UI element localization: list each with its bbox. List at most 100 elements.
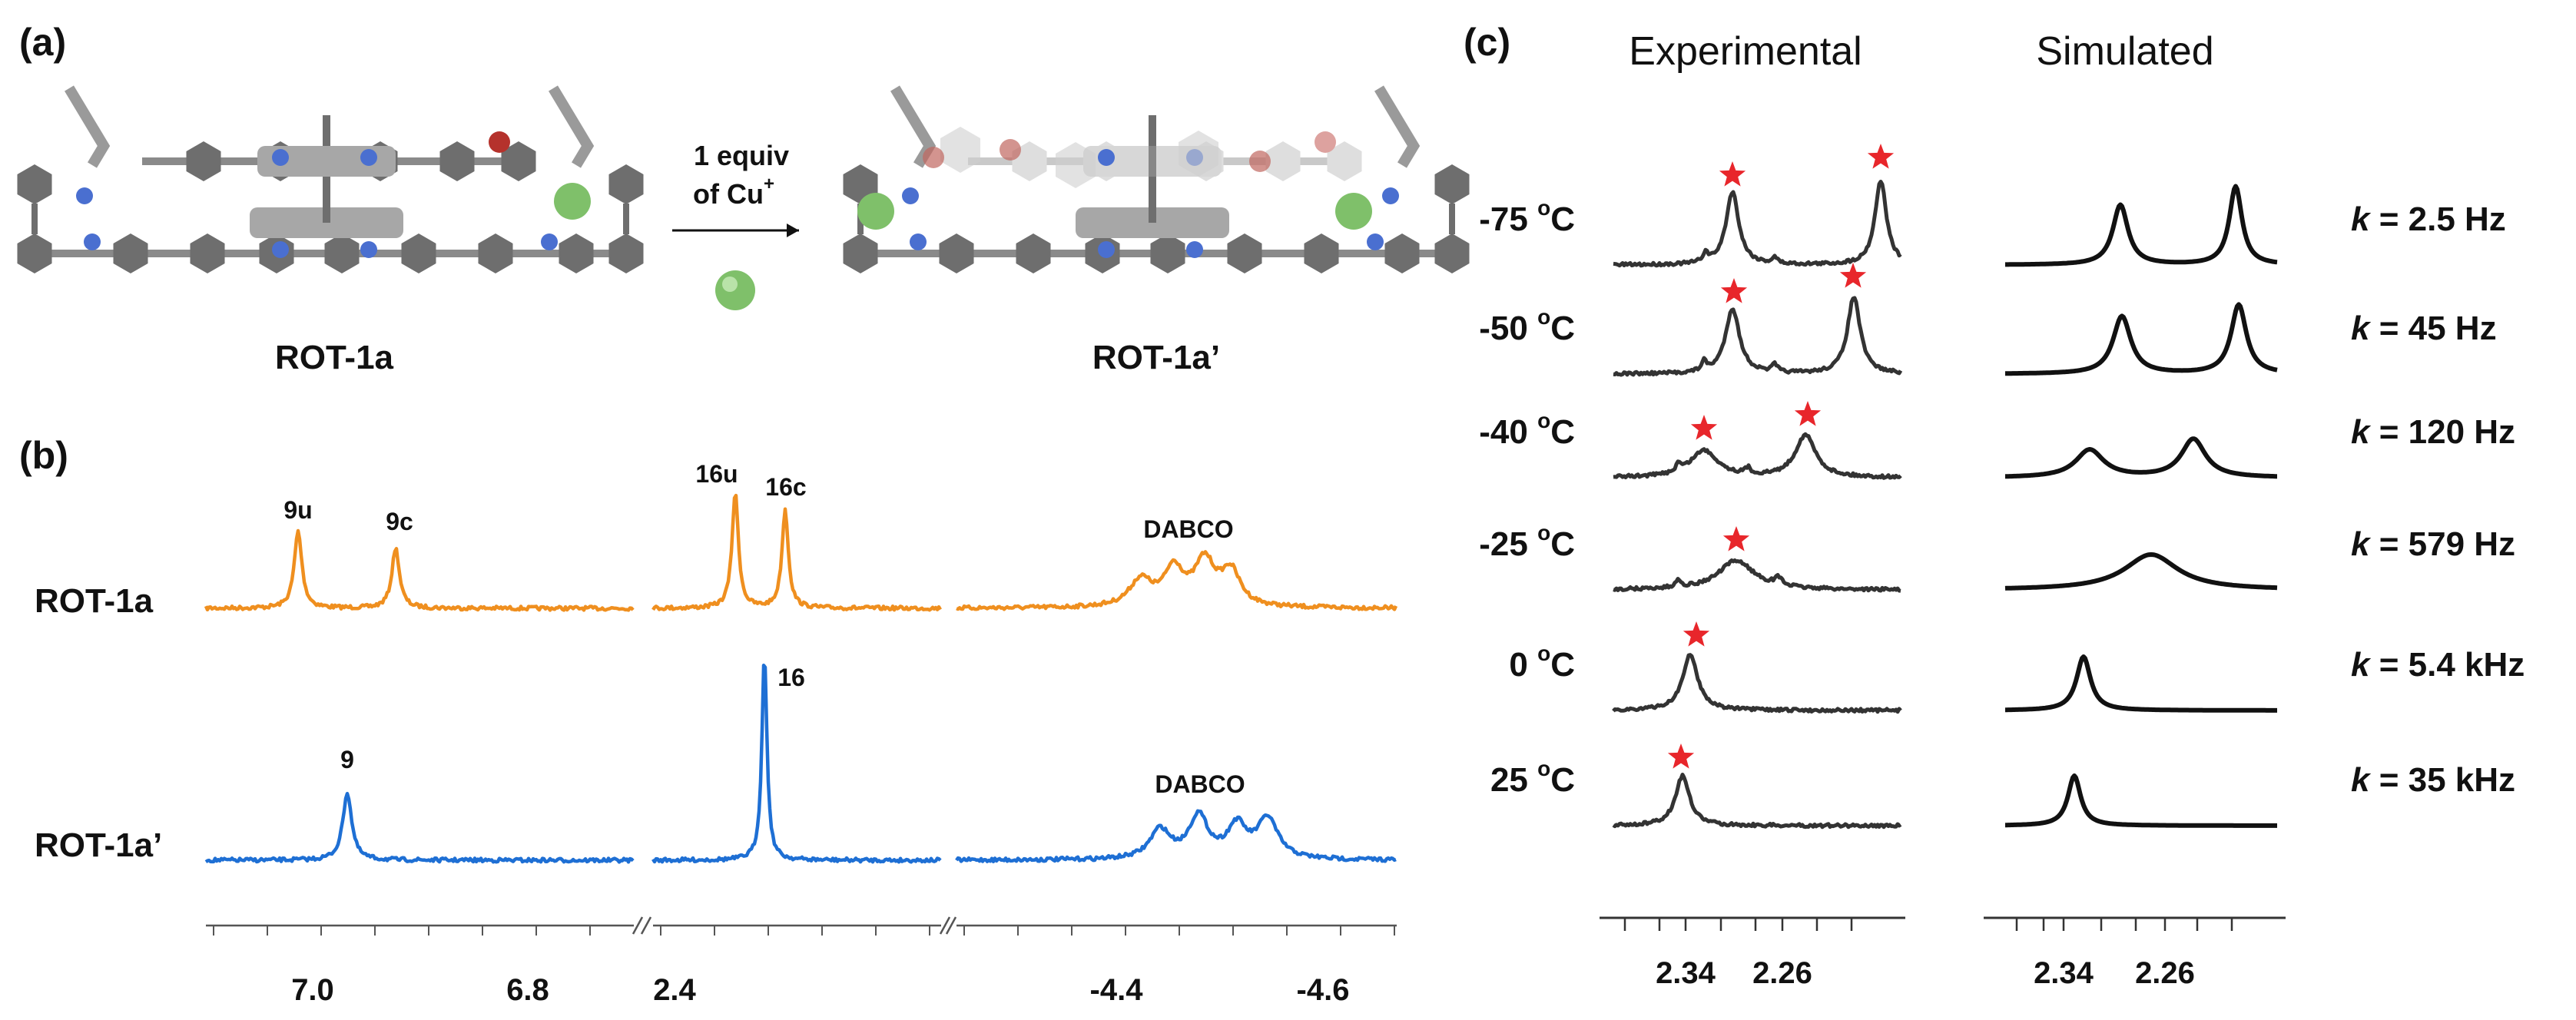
rotor bbox=[142, 131, 536, 181]
simulated-spectrum bbox=[2004, 552, 2278, 591]
temperature-value: 0 bbox=[1509, 646, 1537, 684]
peak-star-icon bbox=[1867, 144, 1895, 169]
peak-label-9: 9 bbox=[340, 746, 354, 773]
mesityl-arm bbox=[1374, 85, 1421, 168]
phenyl-ring bbox=[1434, 164, 1470, 204]
panel-a-label: (a) bbox=[19, 21, 66, 64]
peak-star-icon bbox=[1667, 743, 1695, 769]
temperature-value: -75 bbox=[1479, 200, 1537, 238]
axis-b-tick-6-8: 6.8 bbox=[506, 973, 549, 1007]
panel-c-label: (c) bbox=[1464, 21, 1510, 64]
peak-star-icon bbox=[1839, 263, 1867, 288]
peak-star-icon bbox=[1794, 401, 1822, 426]
temperature-value: -50 bbox=[1479, 310, 1537, 347]
nitrogen-atom bbox=[76, 187, 93, 204]
temperature-value: -40 bbox=[1479, 413, 1537, 451]
axis-break-mark bbox=[939, 916, 951, 935]
simulated-spectrum bbox=[2004, 184, 2278, 267]
axis-sim-tick-2-26: 2.26 bbox=[2135, 956, 2195, 990]
experimental-spectrum bbox=[1613, 432, 1902, 480]
experimental-spectrum bbox=[1613, 296, 1903, 377]
simulated-spectrum bbox=[2004, 773, 2278, 828]
rate-label: k = 579 Hz bbox=[2351, 525, 2515, 563]
phenyl-ring bbox=[113, 233, 148, 273]
row-2: -40 oC k = 120 Hz bbox=[1479, 409, 2515, 480]
row-1: -50 oC k = 45 Hz bbox=[1479, 296, 2497, 377]
simulated-title: Simulated bbox=[2036, 29, 2213, 74]
axis-break-mark bbox=[632, 916, 644, 935]
blurred-ring bbox=[1179, 131, 1218, 177]
temperature-degree: o bbox=[1537, 641, 1550, 665]
spectrum-rot-1a-segment-1 bbox=[204, 528, 635, 612]
simulated-spectrum bbox=[2004, 436, 2278, 479]
temperature-value: -25 bbox=[1479, 525, 1537, 563]
reaction-arrow-head bbox=[787, 224, 799, 237]
mesityl-arm bbox=[548, 85, 595, 168]
phenyl-ring bbox=[608, 164, 644, 204]
temperature-unit: C bbox=[1550, 310, 1575, 347]
temperature-label: -50 oC bbox=[1479, 305, 1575, 347]
rate-label: k = 45 Hz bbox=[2351, 310, 2497, 347]
phenyl-ring bbox=[478, 233, 513, 273]
spectrum-rot-1a-prime-segment-2 bbox=[651, 663, 942, 864]
experimental-title: Experimental bbox=[1629, 29, 1862, 74]
rate-value: = 35 kHz bbox=[2369, 761, 2515, 799]
phenyl-ring bbox=[1384, 233, 1420, 273]
peak-label-9u: 9u bbox=[283, 496, 312, 524]
axis-b-tick-minus-4-6: -4.6 bbox=[1297, 973, 1350, 1007]
panel-c-rows: -75 oC k = 2.5 Hz-50 oC k = 45 Hz-40 oC k =… bbox=[1479, 144, 2525, 830]
phenyl-ring bbox=[1265, 141, 1301, 181]
experimental-spectrum bbox=[1612, 653, 1902, 714]
phenyl-ring bbox=[439, 141, 475, 181]
blurred-oxygen bbox=[1249, 151, 1271, 172]
axis-exp-tick-2-34: 2.34 bbox=[1656, 956, 1716, 990]
panel-b-label: (b) bbox=[19, 434, 68, 477]
rot-1a-prime-name: ROT-1a’ bbox=[1092, 339, 1220, 376]
spectrum-rot-1a-prime-segment-1 bbox=[204, 791, 635, 864]
row-0: -75 oC k = 2.5 Hz bbox=[1479, 180, 2506, 268]
experimental-spectrum bbox=[1613, 180, 1902, 268]
copper-ion bbox=[554, 183, 591, 220]
nitrogen-atom bbox=[272, 241, 289, 258]
rate-k: k bbox=[2351, 761, 2372, 799]
phenyl-ring bbox=[324, 233, 360, 273]
mesityl-arm bbox=[64, 85, 111, 168]
phenyl-ring bbox=[608, 233, 644, 273]
nitrogen-atom bbox=[360, 241, 377, 258]
rate-k: k bbox=[2351, 310, 2372, 347]
spectrum-name-rot-1a-prime: ROT-1a’ bbox=[35, 826, 162, 864]
phenyl-ring bbox=[17, 233, 52, 273]
nitrogen-atom bbox=[1367, 233, 1384, 250]
nitrogen-atom bbox=[1186, 241, 1203, 258]
spectrum-name-rot-1a: ROT-1a bbox=[35, 582, 154, 620]
rate-k: k bbox=[2351, 646, 2372, 684]
peak-label-9c: 9c bbox=[386, 508, 413, 535]
axis-b-tick-minus-4-4: -4.4 bbox=[1090, 973, 1144, 1007]
rate-value: = 2.5 Hz bbox=[2369, 200, 2505, 238]
temperature-unit: C bbox=[1550, 525, 1575, 563]
phenyl-ring bbox=[1327, 141, 1362, 181]
peak-label-16u: 16u bbox=[695, 460, 738, 488]
temperature-degree: o bbox=[1537, 757, 1550, 780]
peak-star-icon bbox=[1720, 278, 1748, 303]
row-4: 0 oC k = 5.4 kHz bbox=[1509, 641, 2525, 714]
temperature-value: 25 bbox=[1490, 761, 1537, 799]
phenyl-ring bbox=[190, 233, 225, 273]
oxygen-atom bbox=[489, 131, 510, 153]
blurred-ring bbox=[1056, 142, 1096, 188]
svg-text:of Cu+: of Cu+ bbox=[693, 174, 774, 210]
nitrogen-atom bbox=[541, 233, 558, 250]
phenyl-ring bbox=[1304, 233, 1339, 273]
rate-k: k bbox=[2351, 525, 2372, 563]
phenyl-ring bbox=[501, 141, 536, 181]
spectrum-rot-1a-prime-segment-3 bbox=[955, 809, 1397, 863]
peak-label-16: 16 bbox=[777, 664, 805, 691]
rotor bbox=[968, 131, 1362, 181]
phenyl-ring bbox=[843, 233, 878, 273]
phenyl-ring bbox=[559, 233, 594, 273]
rate-k: k bbox=[2351, 413, 2372, 451]
temperature-degree: o bbox=[1537, 196, 1550, 220]
temperature-degree: o bbox=[1537, 305, 1550, 329]
upper-core bbox=[257, 146, 396, 177]
